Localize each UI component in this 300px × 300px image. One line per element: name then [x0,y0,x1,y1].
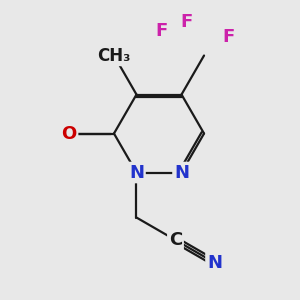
Text: F: F [223,28,235,46]
Text: N: N [129,164,144,181]
Text: N: N [207,254,222,272]
Text: F: F [180,13,192,31]
Text: N: N [174,164,189,181]
Text: O: O [61,124,76,142]
Text: C: C [169,231,182,249]
Text: CH₃: CH₃ [97,46,131,64]
Text: F: F [155,22,167,40]
